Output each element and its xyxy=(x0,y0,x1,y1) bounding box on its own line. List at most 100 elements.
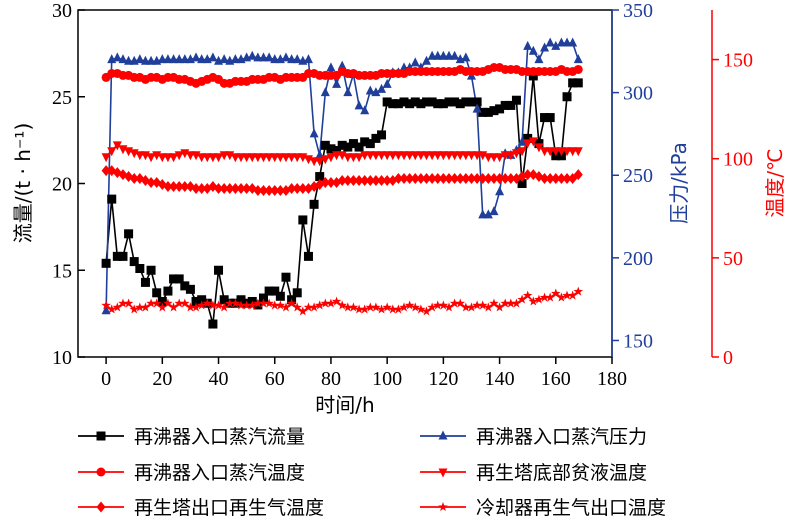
data-point-4-14 xyxy=(180,180,190,192)
data-point-4-63 xyxy=(455,173,465,185)
data-point-0-9 xyxy=(152,288,162,298)
data-point-5-76 xyxy=(528,296,539,306)
data-point-0-39 xyxy=(320,140,330,150)
data-point-3-12 xyxy=(169,153,179,163)
data-point-0-6 xyxy=(135,264,145,274)
data-point-4-53 xyxy=(399,173,409,185)
data-point-0-57 xyxy=(422,97,432,107)
data-point-1-34 xyxy=(292,54,302,64)
data-point-0-68 xyxy=(483,107,493,117)
data-point-5-27 xyxy=(253,298,263,308)
data-point-0-65 xyxy=(466,97,476,107)
data-point-4-78 xyxy=(540,173,550,185)
data-point-5-78 xyxy=(539,292,550,302)
data-point-5-53 xyxy=(399,302,409,312)
data-point-5-61 xyxy=(444,302,454,312)
data-point-1-36 xyxy=(303,54,313,64)
data-point-0-7 xyxy=(140,277,150,287)
data-point-0-79 xyxy=(545,113,555,123)
data-point-5-3 xyxy=(118,298,128,308)
legend-marker-0 xyxy=(96,431,106,441)
data-point-4-16 xyxy=(191,182,201,194)
data-point-5-36 xyxy=(303,302,314,312)
x-axis-label: 时间/h xyxy=(315,393,374,417)
data-point-5-32 xyxy=(281,302,291,312)
data-point-0-13 xyxy=(174,274,184,284)
data-point-3-38 xyxy=(315,157,325,167)
data-point-4-47 xyxy=(365,175,375,187)
data-point-5-70 xyxy=(494,302,505,312)
data-point-5-20 xyxy=(213,300,224,310)
data-point-3-20 xyxy=(214,153,224,163)
data-point-4-66 xyxy=(472,173,482,185)
data-point-1-76 xyxy=(528,45,538,55)
data-point-5-62 xyxy=(449,298,460,308)
legend-marker-1 xyxy=(438,430,448,440)
data-point-0-41 xyxy=(332,146,342,156)
data-point-4-58 xyxy=(427,173,437,185)
x-tick-label: 20 xyxy=(152,368,172,390)
data-point-1-29 xyxy=(264,52,274,62)
data-point-1-46 xyxy=(360,105,370,115)
x-tick-label: 100 xyxy=(372,368,402,390)
data-point-0-50 xyxy=(382,97,392,107)
data-point-5-19 xyxy=(208,300,218,310)
data-point-5-42 xyxy=(337,300,347,310)
data-point-0-72 xyxy=(506,100,516,110)
data-point-0-82 xyxy=(562,92,572,102)
data-point-5-52 xyxy=(393,304,404,314)
pressure-axis-label: 压力/kPa xyxy=(667,142,691,224)
data-point-5-81 xyxy=(556,292,567,302)
x-tick-label: 180 xyxy=(597,368,627,390)
data-point-5-22 xyxy=(225,298,235,308)
data-point-5-26 xyxy=(247,300,257,310)
data-point-1-69 xyxy=(489,206,499,216)
data-point-3-8 xyxy=(146,153,156,163)
data-point-1-3 xyxy=(118,54,128,64)
data-point-5-74 xyxy=(517,294,527,304)
x-tick-label: 80 xyxy=(321,368,341,390)
data-point-5-83 xyxy=(567,290,578,300)
data-point-0-8 xyxy=(146,265,156,275)
data-point-1-70 xyxy=(495,186,505,196)
pressure-tick-label: 150 xyxy=(623,330,653,352)
data-point-0-1 xyxy=(107,194,117,204)
x-tick-label: 40 xyxy=(209,368,229,390)
data-point-0-30 xyxy=(270,286,280,296)
data-point-0-3 xyxy=(118,251,128,261)
data-point-4-62 xyxy=(450,173,460,185)
data-point-4-24 xyxy=(236,182,246,194)
data-point-4-42 xyxy=(337,175,347,187)
data-point-5-68 xyxy=(483,302,494,312)
data-point-5-69 xyxy=(489,298,499,308)
data-point-0-38 xyxy=(315,172,325,182)
data-point-5-71 xyxy=(500,298,510,308)
data-point-4-49 xyxy=(377,175,387,187)
x-tick-label: 140 xyxy=(485,368,515,390)
data-point-1-40 xyxy=(326,62,336,72)
data-point-5-21 xyxy=(219,302,229,312)
data-point-0-32 xyxy=(281,272,291,282)
data-point-5-84 xyxy=(573,286,583,296)
data-point-0-66 xyxy=(472,97,482,107)
data-point-4-29 xyxy=(264,184,274,196)
data-point-5-34 xyxy=(292,302,302,312)
data-point-5-80 xyxy=(551,288,561,298)
data-point-5-38 xyxy=(314,300,325,310)
legend-label-1: 再沸器入口蒸汽压力 xyxy=(476,426,647,448)
data-point-4-72 xyxy=(506,173,516,185)
data-point-5-5 xyxy=(129,304,139,314)
data-point-0-42 xyxy=(337,140,347,150)
data-point-5-13 xyxy=(174,298,184,308)
data-point-1-78 xyxy=(540,42,550,52)
data-point-4-44 xyxy=(348,175,358,187)
data-point-5-79 xyxy=(545,292,555,302)
data-point-5-39 xyxy=(320,298,331,308)
legend-label-5: 冷却器再生气出口温度 xyxy=(476,497,666,519)
data-point-5-4 xyxy=(123,298,134,308)
data-point-5-30 xyxy=(270,300,280,310)
data-point-1-57 xyxy=(422,55,432,65)
series-markers xyxy=(101,37,583,329)
data-point-4-70 xyxy=(495,173,505,185)
data-point-1-48 xyxy=(371,87,381,97)
